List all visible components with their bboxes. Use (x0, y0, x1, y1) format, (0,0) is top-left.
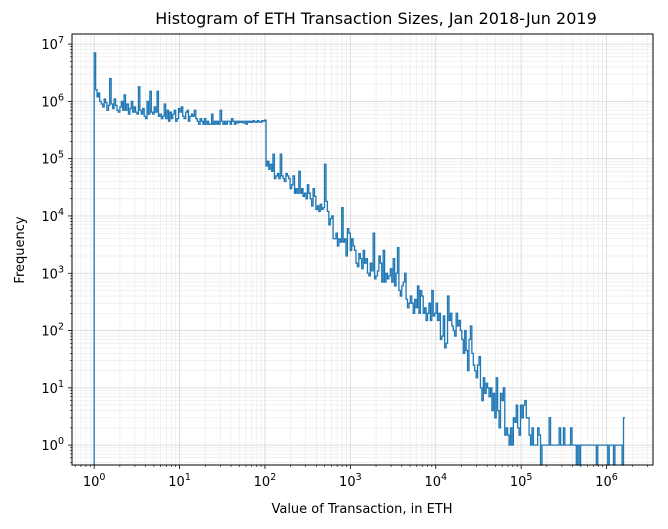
y-tick-label: 101 (41, 379, 64, 397)
plot-frame (71, 33, 654, 466)
x-tick-label: 105 (510, 472, 533, 490)
y-tick-label: 100 (41, 436, 64, 454)
x-tick-label: 103 (339, 472, 362, 490)
y-tick-label: 102 (41, 322, 64, 340)
chart-title: Histogram of ETH Transaction Sizes, Jan … (155, 9, 597, 28)
grid (72, 34, 653, 465)
y-tick-label: 105 (41, 150, 64, 168)
x-tick-label: 104 (424, 472, 447, 490)
x-tick-label: 106 (595, 472, 618, 490)
y-tick-label: 107 (41, 35, 64, 53)
x-tick-label: 102 (254, 472, 277, 490)
plot-area (93, 52, 625, 466)
y-axis-label: Frequency (13, 216, 28, 283)
histogram-step-line (93, 52, 625, 466)
x-tick-label: 100 (83, 472, 106, 490)
y-tick-label: 106 (41, 92, 64, 110)
x-axis: 100 101 102 103 104 105 106 (74, 465, 648, 490)
x-axis-label: Value of Transaction, in ETH (271, 502, 452, 517)
y-axis: 100 101 102 103 104 105 106 107 (41, 35, 72, 463)
x-tick-label: 101 (168, 472, 191, 490)
y-tick-label: 104 (41, 207, 64, 225)
y-tick-label: 103 (41, 264, 64, 282)
